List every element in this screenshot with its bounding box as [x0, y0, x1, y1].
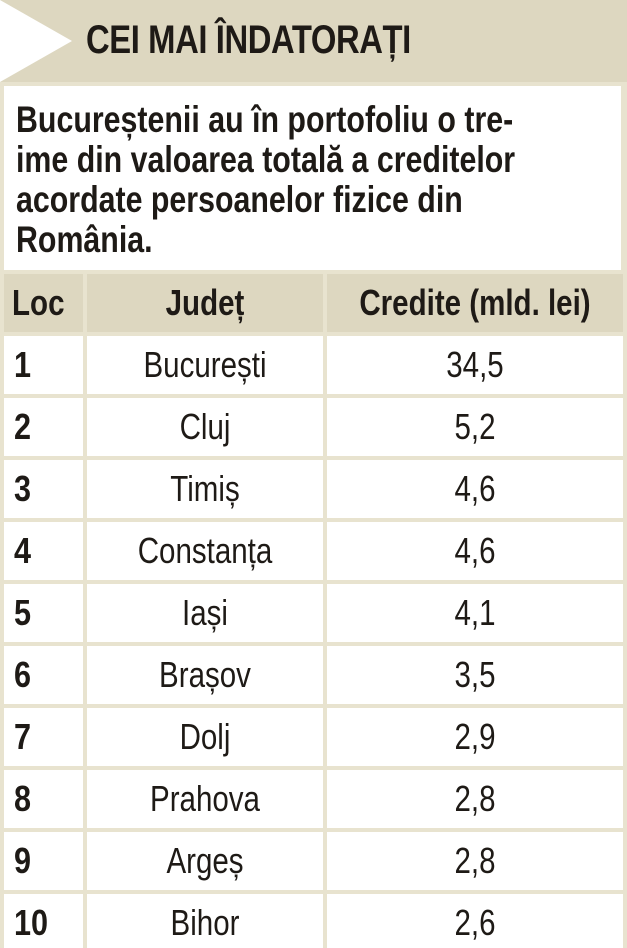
- intro-text: Bucureștenii au în portofoliu o tre- ime…: [16, 100, 590, 260]
- rank-cell: 2: [4, 398, 83, 456]
- title-bar: CEI MAI ÎNDATORAȚI: [0, 0, 627, 82]
- table-row: 4 Constanța 4,6: [4, 522, 623, 580]
- rank-cell: 1: [4, 336, 83, 394]
- rank-cell: 5: [4, 584, 83, 642]
- table-row: 6 Brașov 3,5: [4, 646, 623, 704]
- credit-value-text: 2,9: [454, 716, 496, 757]
- county-text: Timiș: [170, 468, 240, 509]
- table-body: 1 București 34,5 2 Cluj 5,2 3 Timiș 4,6 4 Constanț…: [4, 336, 623, 948]
- header-label-credite: Credite (mld. lei): [359, 282, 591, 323]
- header-cell-loc: Loc: [4, 274, 83, 332]
- table-row: 3 Timiș 4,6: [4, 460, 623, 518]
- table-header-row: Loc Județ Credite (mld. lei): [4, 274, 623, 332]
- credit-value-text: 3,5: [454, 654, 496, 695]
- intro-line: Bucureștenii au în portofoliu o tre-: [16, 99, 514, 140]
- rank-text: 8: [14, 778, 32, 819]
- table-row: 10 Bihor 2,6: [4, 894, 623, 948]
- credit-value-text: 2,8: [454, 778, 496, 819]
- table-row: 8 Prahova 2,8: [4, 770, 623, 828]
- table-row: 9 Argeș 2,8: [4, 832, 623, 890]
- county-text: Iași: [182, 592, 228, 633]
- rank-cell: 6: [4, 646, 83, 704]
- table-row: 2 Cluj 5,2: [4, 398, 623, 456]
- credits-table: Loc Județ Credite (mld. lei) 1 București 3…: [4, 274, 623, 948]
- intro-box: Bucureștenii au în portofoliu o tre- ime…: [4, 86, 621, 270]
- county-text: București: [143, 344, 267, 385]
- header-cell-judet: Județ: [87, 274, 323, 332]
- header-label-loc: Loc: [12, 282, 65, 323]
- rank-cell: 9: [4, 832, 83, 890]
- infobox-title: CEI MAI ÎNDATORAȚI: [86, 18, 411, 62]
- credit-value-text: 2,6: [454, 902, 496, 943]
- intro-line: România.: [16, 219, 153, 260]
- rank-text: 1: [14, 344, 32, 385]
- rank-text: 4: [14, 530, 32, 571]
- intro-line: acordate persoanelor fizice din: [16, 179, 463, 220]
- rank-cell: 3: [4, 460, 83, 518]
- county-text: Dolj: [179, 716, 231, 757]
- rank-text: 10: [14, 902, 49, 943]
- rank-cell: 4: [4, 522, 83, 580]
- rank-cell: 10: [4, 894, 83, 948]
- rank-text: 7: [14, 716, 32, 757]
- rank-text: 9: [14, 840, 32, 881]
- credit-value-cell: 4,1: [327, 584, 623, 642]
- credit-value-cell: 2,8: [327, 832, 623, 890]
- county-cell: Timiș: [87, 460, 323, 518]
- credit-value-text: 2,8: [454, 840, 496, 881]
- rank-cell: 7: [4, 708, 83, 766]
- county-cell: Dolj: [87, 708, 323, 766]
- county-cell: Cluj: [87, 398, 323, 456]
- county-text: Prahova: [150, 778, 260, 819]
- county-text: Brașov: [159, 654, 251, 695]
- table-row: 5 Iași 4,1: [4, 584, 623, 642]
- county-cell: Brașov: [87, 646, 323, 704]
- credit-value-text: 4,6: [454, 530, 496, 571]
- rank-text: 6: [14, 654, 32, 695]
- intro-line: ime din valoarea totală a creditelor: [16, 139, 516, 180]
- county-cell: Iași: [87, 584, 323, 642]
- credit-value-cell: 34,5: [327, 336, 623, 394]
- county-cell: Constanța: [87, 522, 323, 580]
- arrow-icon: [0, 0, 72, 82]
- county-cell: București: [87, 336, 323, 394]
- credit-value-cell: 5,2: [327, 398, 623, 456]
- credit-value-cell: 2,9: [327, 708, 623, 766]
- rank-text: 2: [14, 406, 32, 447]
- credit-value-cell: 4,6: [327, 460, 623, 518]
- credit-value-cell: 4,6: [327, 522, 623, 580]
- county-text: Argeș: [166, 840, 244, 881]
- header-cell-credite: Credite (mld. lei): [327, 274, 623, 332]
- county-cell: Bihor: [87, 894, 323, 948]
- rank-cell: 8: [4, 770, 83, 828]
- credit-value-cell: 2,6: [327, 894, 623, 948]
- table-row: 1 București 34,5: [4, 336, 623, 394]
- county-text: Bihor: [170, 902, 240, 943]
- credit-value-text: 5,2: [454, 406, 496, 447]
- rank-text: 3: [14, 468, 32, 509]
- credit-value-text: 4,1: [454, 592, 496, 633]
- rank-text: 5: [14, 592, 32, 633]
- header-label-judet: Județ: [165, 282, 245, 323]
- county-cell: Prahova: [87, 770, 323, 828]
- county-text: Constanța: [137, 530, 273, 571]
- credit-value-text: 4,6: [454, 468, 496, 509]
- credit-value-text: 34,5: [446, 344, 504, 385]
- county-text: Cluj: [179, 406, 231, 447]
- credit-value-cell: 3,5: [327, 646, 623, 704]
- county-cell: Argeș: [87, 832, 323, 890]
- credit-value-cell: 2,8: [327, 770, 623, 828]
- table-row: 7 Dolj 2,9: [4, 708, 623, 766]
